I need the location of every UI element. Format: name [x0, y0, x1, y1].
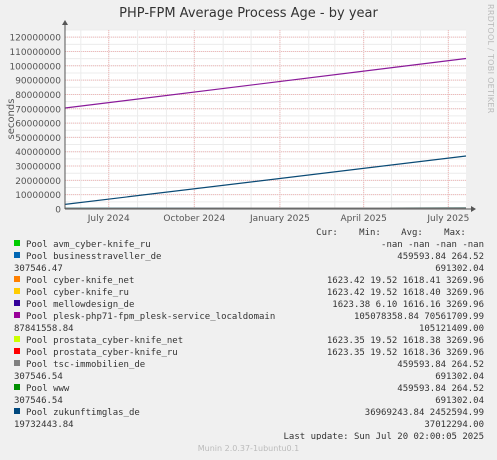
legend-name: Pool prostata_cyber-knife_ru — [26, 348, 178, 358]
legend-name: Pool zukunftimglas_de — [26, 408, 140, 418]
series-lines — [64, 57, 467, 209]
legend-overflow-left: 87841558.84 — [14, 324, 74, 334]
legend-name: Pool cyber-knife_net — [26, 276, 134, 286]
legend-name: Pool prostata_cyber-knife_net — [26, 336, 183, 346]
series-line-plesk-php71-fpm_plesk-service_localdomain — [64, 57, 467, 109]
y-tick-label: 110000000 — [9, 48, 61, 58]
series-line-zukunftimglas_de — [64, 155, 467, 205]
y-tick-label: 80000000 — [15, 91, 61, 101]
legend-name: Pool businesstraveller_de — [26, 252, 161, 262]
x-tick-label: July 2024 — [87, 214, 130, 224]
y-tick-label: 100000000 — [9, 62, 61, 72]
y-axis-arrow — [62, 20, 68, 25]
y-tick-label: 60000000 — [15, 120, 61, 130]
y-tick-label: 120000000 — [9, 34, 61, 44]
legend-header: Avg: — [401, 228, 423, 238]
legend-name: Pool cyber-knife_ru — [26, 288, 129, 298]
legend-overflow-right: 37012294.00 — [424, 420, 484, 430]
legend-values: 1623.38 6.10 1616.16 3269.96 — [332, 300, 484, 310]
plot-background — [65, 30, 466, 209]
x-tick-label: January 2025 — [249, 214, 310, 224]
legend-values: 459593.84 264.52 — [397, 384, 484, 394]
y-tick-label: 70000000 — [15, 105, 61, 115]
y-axis-label: seconds — [6, 99, 17, 140]
legend-overflow-left: 19732443.84 — [14, 420, 74, 430]
legend-values: 1623.35 19.52 1618.38 3269.96 — [327, 336, 484, 346]
legend-swatch — [14, 300, 20, 306]
x-axis-arrow — [471, 206, 476, 212]
y-tick-label: 40000000 — [15, 148, 61, 158]
x-tick-label: October 2024 — [163, 214, 225, 224]
y-tick-label: 90000000 — [15, 77, 61, 87]
y-tick-labels: 0 10000000 20000000 30000000 40000000 5000000… — [9, 34, 61, 216]
legend-name: Pool plesk-php71-fpm_plesk-service_local… — [26, 312, 275, 322]
legend-values: 36969243.84 2452594.99 — [365, 408, 484, 418]
legend-overflow-left: 307546.54 — [14, 396, 63, 406]
y-tick-label: 0 — [55, 206, 61, 216]
y-tick-label: 30000000 — [15, 163, 61, 173]
legend-swatch — [14, 288, 20, 294]
last-update: Last update: Sun Jul 20 02:00:05 2025 — [284, 432, 484, 440]
x-tick-labels: July 2024 October 2024 January 2025 April 2… — [87, 214, 470, 224]
legend-values: 1623.35 19.52 1618.36 3269.96 — [327, 348, 484, 358]
legend-overflow-right: 691302.04 — [435, 396, 484, 406]
legend-values: 1623.42 19.52 1618.41 3269.96 — [327, 276, 484, 286]
y-tick-label: 20000000 — [15, 177, 61, 187]
grid — [65, 29, 466, 210]
legend-overflow-right: 105121409.00 — [419, 324, 484, 334]
legend-swatch — [14, 384, 20, 390]
legend-name: Pool mellowdesign_de — [26, 300, 134, 310]
legend-values: -nan -nan -nan -nan — [381, 240, 484, 250]
legend-overflow-right: 691302.04 — [435, 264, 484, 274]
legend-swatch — [14, 312, 20, 318]
legend-swatch — [14, 252, 20, 258]
legend-swatch — [14, 408, 20, 414]
y-tick-label: 50000000 — [15, 134, 61, 144]
legend-values: 105078358.84 70561709.99 — [354, 312, 484, 322]
y-tick-label: 10000000 — [15, 191, 61, 201]
legend-name: Pool tsc-immobilien_de — [26, 360, 145, 370]
chart-area: 0 10000000 20000000 30000000 40000000 5000000… — [6, 20, 484, 440]
legend-swatch — [14, 276, 20, 282]
x-tick-label: July 2025 — [426, 214, 469, 224]
legend-header: Min: — [359, 228, 381, 238]
legend-swatch — [14, 240, 20, 246]
legend-values: 459593.84 264.52 — [397, 252, 484, 262]
x-tick-label: April 2025 — [340, 214, 386, 224]
footer-version: Munin 2.0.37-1ubuntu0.1 — [197, 444, 300, 453]
chart-title: PHP-FPM Average Process Age - by year — [119, 6, 378, 21]
legend-overflow-left: 307546.47 — [14, 264, 63, 274]
legend-overflow-right: 691302.04 — [435, 372, 484, 382]
legend-name: Pool avm_cyber-knife_ru — [26, 240, 151, 250]
axes — [62, 20, 476, 212]
rrdtool-credit: RRDTOOL / TOBI OETIKER — [486, 4, 495, 114]
legend: Cur: Min: Avg: Max: Pool avm_cyber-knife_ru -… — [14, 228, 484, 440]
legend-values: 459593.84 264.52 — [397, 360, 484, 370]
legend-overflow-left: 307546.54 — [14, 372, 63, 382]
legend-name: Pool www — [26, 384, 70, 394]
legend-swatch — [14, 336, 20, 342]
legend-header: Max: — [444, 228, 466, 238]
legend-swatch — [14, 360, 20, 366]
legend-swatch — [14, 348, 20, 354]
legend-header: Cur: — [316, 228, 338, 238]
legend-values: 1623.42 19.52 1618.40 3269.96 — [327, 288, 484, 298]
